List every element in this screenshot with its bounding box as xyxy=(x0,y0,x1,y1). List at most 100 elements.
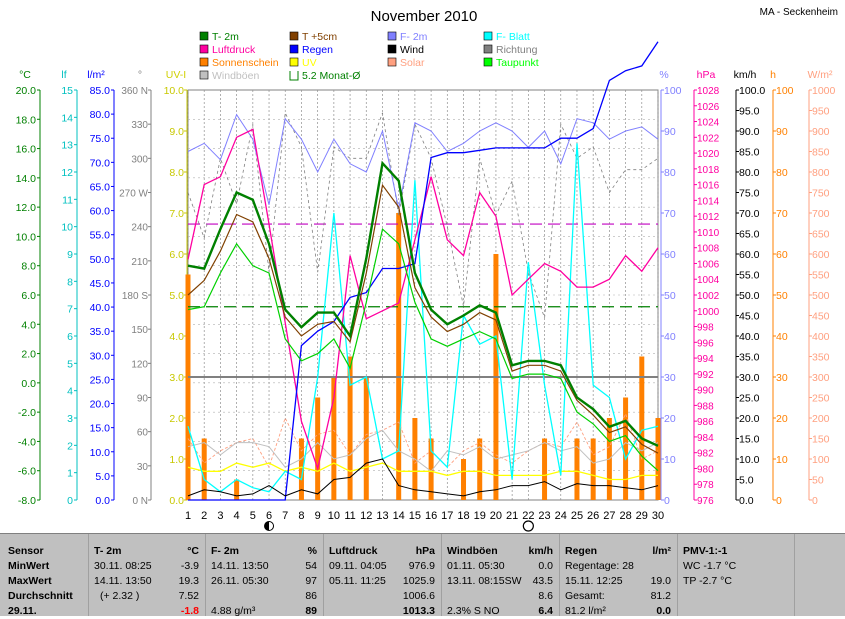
axis-label-hum: 100 xyxy=(664,85,682,97)
legend-label: Taupunkt xyxy=(496,57,539,69)
sunshine-bar xyxy=(477,438,483,500)
press-min-time: 09.11. 04:05 xyxy=(329,560,387,572)
axis-label-press: 1022 xyxy=(697,133,720,144)
wind-max-val: 43.5 xyxy=(532,575,553,587)
series-regen xyxy=(188,41,659,501)
axis-label-press: 990 xyxy=(697,386,714,397)
axis-label-wind: 20.0 xyxy=(739,413,760,425)
axis-label-solar: 400 xyxy=(812,331,830,343)
axis-label-dir: 30 xyxy=(137,462,149,473)
axis-label-rain: 50.0 xyxy=(90,254,111,266)
axis-label-wind: 30.0 xyxy=(739,372,760,384)
axis-label-hum: 20 xyxy=(664,413,676,425)
stats-rain: Regen l/m² Regentage: 28 15.11. 12:25 19.0… xyxy=(559,534,678,617)
wind-max-time: 13.11. 08:15SW xyxy=(447,575,522,587)
legend-swatch xyxy=(199,31,209,41)
f2m-min-time: 14.11. 13:50 xyxy=(211,560,269,572)
sunshine-bar xyxy=(234,479,240,500)
axis-label-wind: 85.0 xyxy=(739,147,760,159)
legend-label: Sonnenschein xyxy=(212,57,279,69)
pmv-tp: TP -2.7 °C xyxy=(683,575,732,587)
x-tick-label: 23 xyxy=(538,510,550,522)
sunshine-bar xyxy=(623,397,629,500)
axis-label-sun: 40 xyxy=(776,331,788,343)
stats-labels: Sensor MinWert MaxWert Durchschnitt 29.1… xyxy=(0,534,89,617)
axis-label-rain: 45.0 xyxy=(90,278,111,290)
rain-max-time: 15.11. 12:25 xyxy=(565,575,623,587)
x-tick-label: 13 xyxy=(376,510,388,522)
x-axis: 1 2 3 4 5 6 7 8 9 10 11 12 13 14 15 16 17 18 19 20 21 22 23 24 2… xyxy=(185,510,664,532)
axis-label-solar: 250 xyxy=(812,393,830,405)
f2m-min-val: 54 xyxy=(305,560,317,572)
legend-label: 5.2 Monat-Ø xyxy=(302,70,360,82)
plot-area xyxy=(185,41,661,501)
axis-label-wind: 0.0 xyxy=(739,495,754,507)
axis-label-rain: 20.0 xyxy=(90,399,111,411)
rain-max-val: 19.0 xyxy=(650,575,671,587)
axis-label-solar: 100 xyxy=(812,454,830,466)
axis-label-hum: 0 xyxy=(664,495,670,507)
legend-swatch xyxy=(289,57,299,67)
axis-label-temp: 0.0 xyxy=(21,378,36,390)
axis-label-uv: 5.0 xyxy=(169,290,184,302)
x-tick-label: 2 xyxy=(201,510,207,522)
station-name: MA - Seckenheim xyxy=(760,7,838,18)
x-tick-label: 28 xyxy=(619,510,631,522)
axis-label-wind: 25.0 xyxy=(739,393,760,405)
axis-label-dir: 360 N xyxy=(121,86,148,97)
legend-label: F- 2m xyxy=(400,31,428,43)
axis-header: W/m² xyxy=(807,69,833,81)
x-tick-label: 12 xyxy=(360,510,372,522)
axis-label-press: 978 xyxy=(697,480,714,491)
sunshine-bar xyxy=(655,418,661,500)
legend-swatch xyxy=(387,31,397,41)
x-tick-label: 24 xyxy=(555,510,567,522)
axis-label-dir: 120 xyxy=(131,359,148,370)
axis-label-wind: 75.0 xyxy=(739,188,760,200)
axis-label-wind: 70.0 xyxy=(739,208,760,220)
axis-label-wind: 55.0 xyxy=(739,270,760,282)
axis-label-wind: 40.0 xyxy=(739,331,760,343)
axis-label-temp: -6.0 xyxy=(18,466,36,478)
x-tick-label: 3 xyxy=(217,510,223,522)
axis-label-sun: 10 xyxy=(776,454,788,466)
rain-head: Regen xyxy=(565,545,598,557)
axis-label-solar: 750 xyxy=(812,188,830,200)
t2m-max-time: 14.11. 13:50 xyxy=(94,575,152,587)
stats-f2m: F- 2m% 14.11. 13:50 54 26.11. 05:30 97 86 … xyxy=(205,534,324,617)
axis-label-lf: 3 xyxy=(67,413,73,425)
stats-t2m: T- 2m °C 30.11. 08:25 -3.9 14.11. 13:50 19.… xyxy=(88,534,206,617)
axis-label-press: 988 xyxy=(697,401,714,412)
axis-label-lf: 1 xyxy=(67,468,73,480)
legend-swatch xyxy=(289,44,299,54)
axis-label-temp: 18.0 xyxy=(16,114,37,126)
axis-label-press: 986 xyxy=(697,417,714,428)
axis-label-lf: 11 xyxy=(62,194,73,206)
axis-label-solar: 50 xyxy=(812,475,824,487)
legend-swatch xyxy=(199,57,209,67)
sunshine-bar xyxy=(347,356,353,500)
chart-title: November 2010 xyxy=(371,8,478,25)
axis-label-wind: 5.0 xyxy=(739,475,754,487)
axis-label-solar: 350 xyxy=(812,352,830,364)
x-tick-label: 26 xyxy=(587,510,599,522)
t2m-min-time: 30.11. 08:25 xyxy=(94,560,152,572)
axis-label-lf: 8 xyxy=(67,276,73,288)
legend-label: Luftdruck xyxy=(212,44,256,56)
axis-label-press: 1008 xyxy=(697,244,720,255)
axis-label-rain: 60.0 xyxy=(90,206,111,218)
sunshine-bar xyxy=(574,438,580,500)
axis-label-press: 1014 xyxy=(697,196,720,207)
series-f-2m xyxy=(187,113,659,210)
axis-label-uv: 2.0 xyxy=(169,413,184,425)
x-tick-label: 22 xyxy=(522,510,534,522)
axis-label-lf: 10 xyxy=(61,222,73,234)
x-tick-label: 4 xyxy=(234,510,240,522)
axis-label-press: 1006 xyxy=(697,259,720,270)
axis-label-rain: 40.0 xyxy=(90,302,111,314)
axis-label-rain: 70.0 xyxy=(90,157,111,169)
wind-avg-val: 8.6 xyxy=(538,590,553,602)
t2m-avg-val: 7.52 xyxy=(178,590,199,602)
axis-label-wind: 80.0 xyxy=(739,167,760,179)
sunshine-bar xyxy=(542,438,548,500)
